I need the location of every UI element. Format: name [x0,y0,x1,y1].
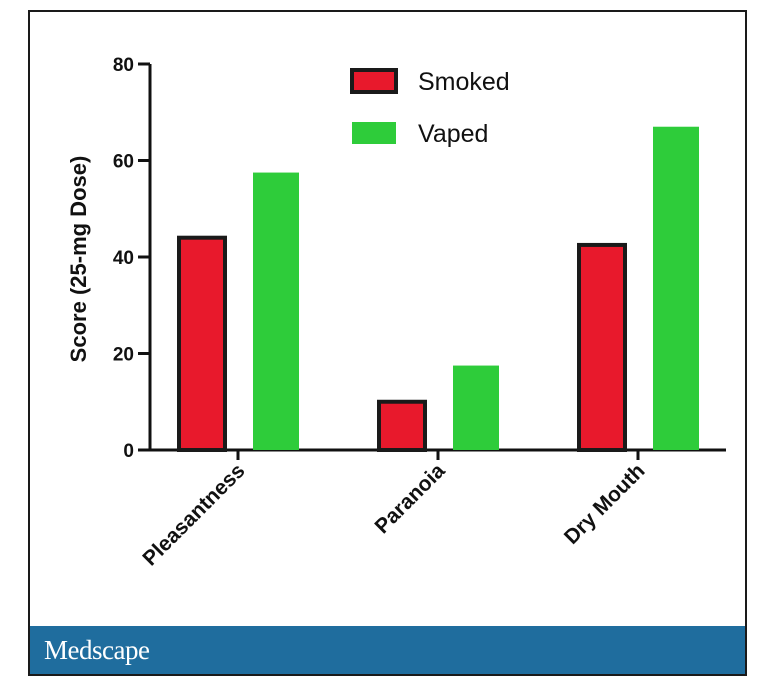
category-label: Dry Mouth [560,459,650,549]
y-tick-label: 20 [113,345,134,366]
y-axis-title: Score (25-mg Dose) [66,156,91,363]
y-tick-label: 40 [113,248,134,269]
y-tick-label: 0 [123,441,134,462]
y-ticks: 0 20 40 60 80 [113,55,150,462]
legend-swatch-vaped [352,122,396,144]
legend-label-vaped: Vaped [418,120,488,148]
legend-swatch-smoked [350,68,398,94]
brand-logo: Medscape [44,635,150,665]
bar-smoked-paranoia [377,399,427,452]
category-label: Paranoia [371,459,450,538]
bar-smoked-dry-mouth [577,242,627,452]
bar-vaped-pleasantness [253,172,299,450]
figure-frame [28,10,747,676]
category-labels: Pleasantness Paranoia Dry Mouth [138,450,650,570]
bars [177,126,699,452]
category-label: Pleasantness [138,459,249,570]
bar-vaped-paranoia [453,365,499,450]
y-tick-label: 80 [113,55,134,76]
y-tick-label: 60 [113,152,134,173]
legend: Smoked Vaped [350,68,510,148]
legend-label-smoked: Smoked [418,68,510,96]
brand-footer-bar: Medscape [30,626,745,674]
bar-smoked-pleasantness [177,235,227,452]
bar-vaped-dry-mouth [653,126,699,450]
